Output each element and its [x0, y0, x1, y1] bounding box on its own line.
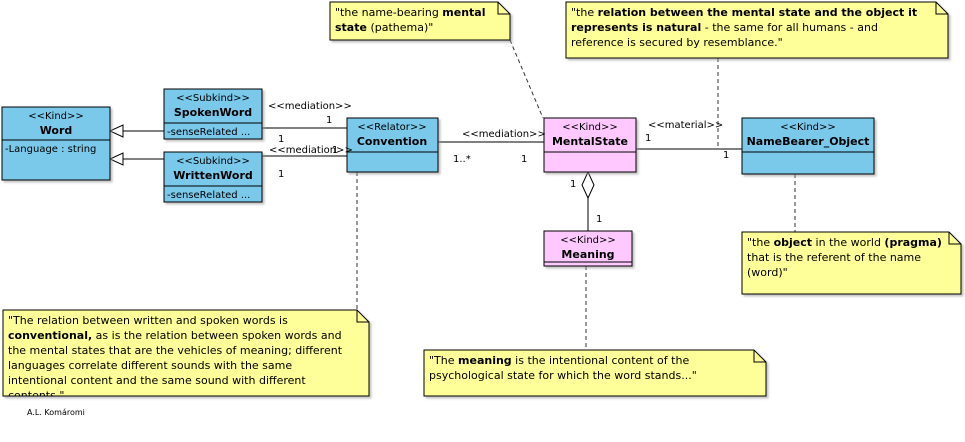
note-pathema-bold-1: mental	[442, 6, 486, 19]
note-relation: "the relation between the mental state a…	[566, 2, 936, 58]
aggregation-mult-meaning: 1	[596, 214, 602, 225]
generalization-arrowhead-written	[108, 152, 124, 166]
class-word[interactable]	[1, 106, 111, 181]
note-meaning: "The meaning is the intentional content …	[424, 350, 754, 396]
mentalstate-stereotype: <<Kind>>	[562, 122, 618, 133]
convention-name: Convention	[357, 135, 427, 148]
class-writtenword[interactable]	[163, 151, 263, 203]
note-meaning-text-1: "The	[429, 354, 459, 367]
note-shape-pragma	[741, 231, 962, 295]
note-meaning-text-2: is the intentional content of the psycho…	[429, 354, 697, 382]
note-conventional-text-2: as is the relation between spoken words …	[8, 329, 343, 396]
author-credit: A.L. Komáromi	[27, 408, 85, 417]
note-pathema-text-1: "the name-bearing	[335, 6, 443, 19]
written-mediation-mult-written: 1	[278, 169, 284, 180]
spokenword-name: SpokenWord	[174, 106, 252, 119]
mentalstate-name: MentalState	[552, 135, 628, 148]
word-stereotype: <<Kind>>	[28, 111, 84, 122]
writtenword-name: WrittenWord	[173, 169, 253, 182]
note-pragma-bold-1: object	[773, 236, 813, 249]
note-conventional: "The relation between written and spoken…	[3, 310, 359, 396]
note-conventional-bold-1: conventional,	[8, 329, 93, 342]
writtenword-stereotype: <<Subkind>>	[176, 156, 250, 167]
meaning-stereotype: <<Kind>>	[560, 235, 616, 246]
note-anchor-pathema	[509, 39, 544, 119]
aggregation-mult-mental: 1	[570, 179, 576, 190]
note-meaning-bold-1: meaning	[458, 354, 512, 367]
namebearer-name: NameBearer_Object	[747, 135, 870, 148]
note-shape-meaning	[423, 349, 767, 397]
note-pragma-text-1: "the	[747, 236, 774, 249]
convention-stereotype: <<Relator>>	[357, 122, 426, 133]
material-stereotype: <<material>>	[648, 120, 723, 131]
note-pathema: "the name-bearing mental state (pathema)…	[330, 2, 498, 40]
writtenword-attribute: -senseRelated ...	[167, 190, 250, 201]
written-mediation-mult-convention: 1	[332, 145, 338, 156]
class-convention[interactable]	[346, 117, 439, 173]
note-conventional-text-1: "The relation between written and spoken…	[8, 314, 288, 327]
generalization-arrowhead-spoken	[108, 124, 124, 138]
note-relation-text-2: - the same for all humans - and referenc…	[571, 21, 878, 49]
namebearer-stereotype: <<Kind>>	[780, 122, 836, 133]
note-pragma: "the object in the world (pragma) that i…	[742, 232, 949, 294]
note-pathema-text-3: (pathema)"	[366, 21, 434, 34]
note-pathema-bold-2: state	[335, 21, 367, 34]
spokenword-attribute: -senseRelated ...	[167, 127, 250, 138]
note-pragma-text-3: that is the referent of the name (word)"	[747, 251, 922, 279]
spoken-mediation-mult-spoken: 1	[278, 134, 284, 145]
class-spokenword[interactable]	[163, 88, 263, 140]
convention-mentalstate-mult-mental: 1	[521, 154, 527, 165]
spoken-mediation-stereotype: <<mediation>>	[268, 101, 352, 112]
note-pragma-bold-2: (pragma)	[884, 236, 942, 249]
material-mult-namebearer: 1	[723, 150, 729, 161]
convention-mentalstate-stereotype: <<mediation>>	[462, 129, 546, 140]
class-namebearer-object[interactable]	[741, 117, 875, 175]
note-shape-relation	[565, 1, 949, 59]
note-shape-pathema	[329, 1, 511, 41]
word-name: Word	[40, 124, 73, 137]
note-relation-bold-1: relation between the mental state and th…	[571, 6, 918, 34]
aggregation-diamond	[581, 170, 595, 200]
spokenword-stereotype: <<Subkind>>	[176, 93, 250, 104]
material-mult-mental: 1	[645, 133, 651, 144]
written-mediation-stereotype: <<mediation>>	[269, 145, 353, 156]
note-shape-conventional	[2, 309, 370, 397]
meaning-name: Meaning	[561, 248, 614, 261]
word-attribute: -Language : string	[5, 144, 96, 155]
class-meaning[interactable]	[543, 230, 633, 267]
convention-mentalstate-mult-convention: 1..*	[453, 154, 471, 165]
class-mentalstate[interactable]	[543, 117, 637, 173]
spoken-mediation-mult-convention: 1	[326, 115, 332, 126]
note-pragma-text-2: in the world	[812, 236, 885, 249]
note-relation-text-1: "the	[571, 6, 598, 19]
